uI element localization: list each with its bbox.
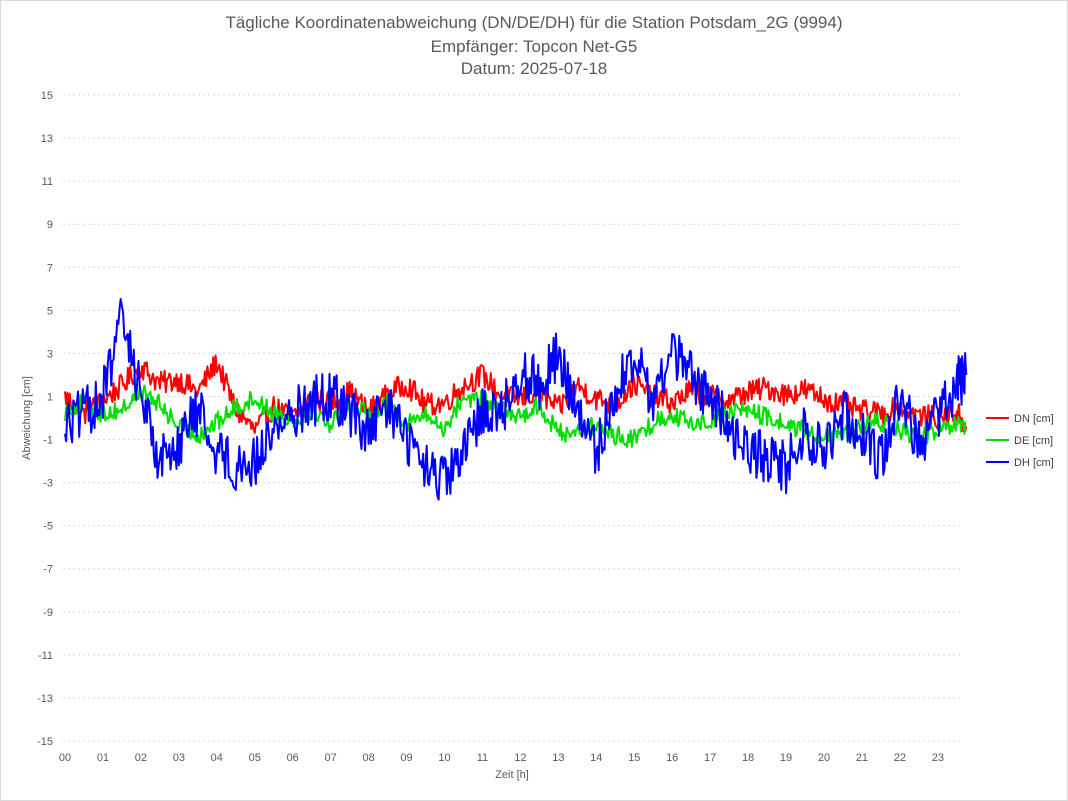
x-tick-label: 00 xyxy=(59,752,71,764)
x-tick-label: 20 xyxy=(818,752,830,764)
legend-label-2: DE [cm] xyxy=(1014,435,1053,447)
y-tick-label: 5 xyxy=(47,305,53,317)
series-lines xyxy=(64,298,968,501)
legend-label-3: DH [cm] xyxy=(1014,457,1054,469)
chart-subtitle-date: Datum: 2025-07-18 xyxy=(460,59,608,78)
x-tick-label: 12 xyxy=(514,752,526,764)
y-tick-label: -11 xyxy=(38,650,53,662)
legend: DN [cm] DE [cm] DH [cm] xyxy=(986,413,1054,469)
x-tick-label: 10 xyxy=(438,752,450,764)
x-tick-label: 06 xyxy=(287,752,299,764)
y-tick-label: 11 xyxy=(42,176,53,188)
y-axis-ticks: 15 13 11 9 7 5 3 1 -1 -3 -5 -7 -9 -11 -13 -15 xyxy=(37,90,53,748)
series-line-3 xyxy=(64,298,968,501)
x-tick-label: 07 xyxy=(325,752,337,764)
x-tick-label: 01 xyxy=(97,752,109,764)
x-tick-label: 02 xyxy=(135,752,147,764)
x-tick-label: 14 xyxy=(590,752,602,764)
y-tick-label: -3 xyxy=(43,478,53,490)
y-tick-label: 13 xyxy=(41,133,53,145)
x-tick-label: 15 xyxy=(628,752,640,764)
x-axis-ticks: 00 01 02 03 04 05 06 07 08 09 10 11 12 13 14 15 16 17 18 19… xyxy=(59,752,944,764)
x-tick-label: 09 xyxy=(400,752,412,764)
x-tick-label: 08 xyxy=(362,752,374,764)
x-tick-label: 18 xyxy=(742,752,754,764)
x-tick-label: 03 xyxy=(173,752,185,764)
y-tick-label: -13 xyxy=(37,693,53,705)
x-tick-label: 16 xyxy=(666,752,678,764)
chart-subtitle-receiver: Empfänger: Topcon Net-G5 xyxy=(430,37,638,56)
y-tick-label: 15 xyxy=(41,90,53,102)
chart-title: Tägliche Koordinatenabweichung (DN/DE/DH… xyxy=(225,13,843,32)
y-tick-label: 1 xyxy=(47,391,53,403)
legend-label-1: DN [cm] xyxy=(1014,413,1054,425)
x-tick-label: 17 xyxy=(704,752,716,764)
x-tick-label: 04 xyxy=(211,752,223,764)
y-tick-label: -5 xyxy=(43,521,53,533)
x-tick-label: 21 xyxy=(856,752,868,764)
y-tick-label: 3 xyxy=(47,348,53,360)
x-tick-label: 22 xyxy=(894,752,906,764)
x-tick-label: 23 xyxy=(932,752,944,764)
x-tick-label: 19 xyxy=(780,752,792,764)
y-tick-label: -1 xyxy=(43,435,53,447)
y-tick-label: 7 xyxy=(47,262,53,274)
x-tick-label: 11 xyxy=(477,752,488,764)
x-tick-label: 05 xyxy=(249,752,261,764)
y-tick-label: -15 xyxy=(37,736,53,748)
y-axis-title: Abweichung [cm] xyxy=(21,376,33,460)
series-line-2 xyxy=(64,384,967,449)
y-tick-label: 9 xyxy=(47,219,53,231)
y-tick-label: -9 xyxy=(43,607,53,619)
x-axis-title: Zeit [h] xyxy=(495,769,529,781)
y-tick-label: -7 xyxy=(43,564,53,576)
x-tick-label: 13 xyxy=(552,752,564,764)
